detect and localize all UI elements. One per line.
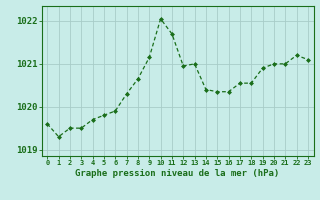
X-axis label: Graphe pression niveau de la mer (hPa): Graphe pression niveau de la mer (hPa)	[76, 169, 280, 178]
